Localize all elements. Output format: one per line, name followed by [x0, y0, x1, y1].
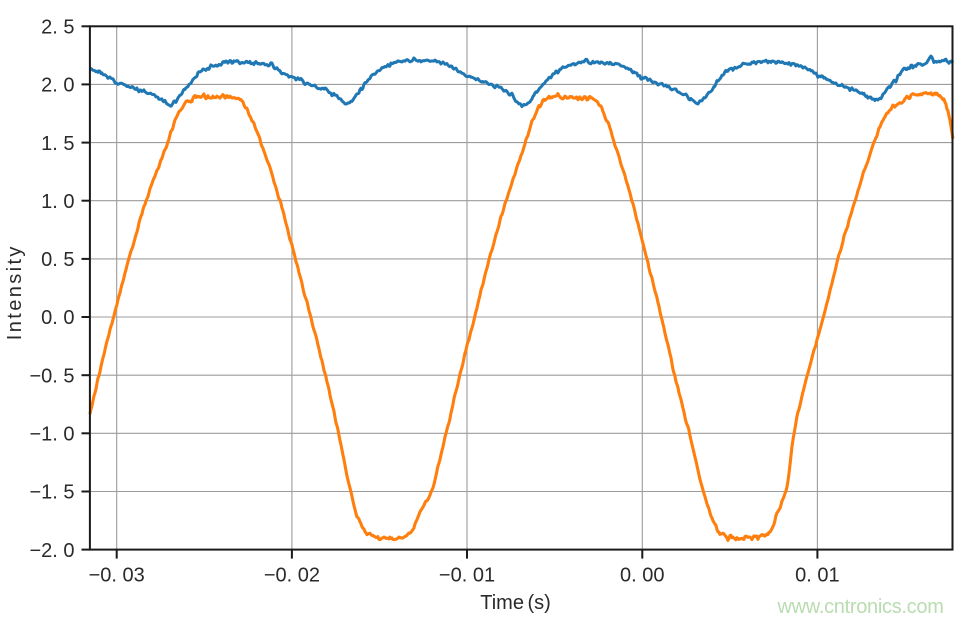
svg-text:−0. 01: −0. 01 [439, 565, 495, 587]
svg-text:www.cntronics.com: www.cntronics.com [777, 596, 944, 618]
svg-text:−1. 5: −1. 5 [29, 482, 74, 504]
svg-text:−1. 0: −1. 0 [29, 424, 74, 446]
svg-text:−0. 02: −0. 02 [264, 565, 320, 587]
svg-text:Intensity: Intensity [4, 244, 26, 340]
svg-text:0. 01: 0. 01 [795, 565, 839, 587]
svg-text:Time(s): Time (s) [480, 592, 551, 614]
svg-text:0. 00: 0. 00 [620, 565, 664, 587]
svg-text:2. 5: 2. 5 [41, 17, 74, 39]
svg-text:0. 5: 0. 5 [41, 249, 74, 271]
svg-text:−2. 0: −2. 0 [29, 540, 74, 562]
svg-text:1. 0: 1. 0 [41, 191, 74, 213]
svg-text:1. 5: 1. 5 [41, 133, 74, 155]
svg-text:0. 0: 0. 0 [41, 307, 74, 329]
svg-text:2. 0: 2. 0 [41, 75, 74, 97]
svg-text:−0. 03: −0. 03 [89, 565, 145, 587]
svg-text:−0. 5: −0. 5 [29, 365, 74, 387]
